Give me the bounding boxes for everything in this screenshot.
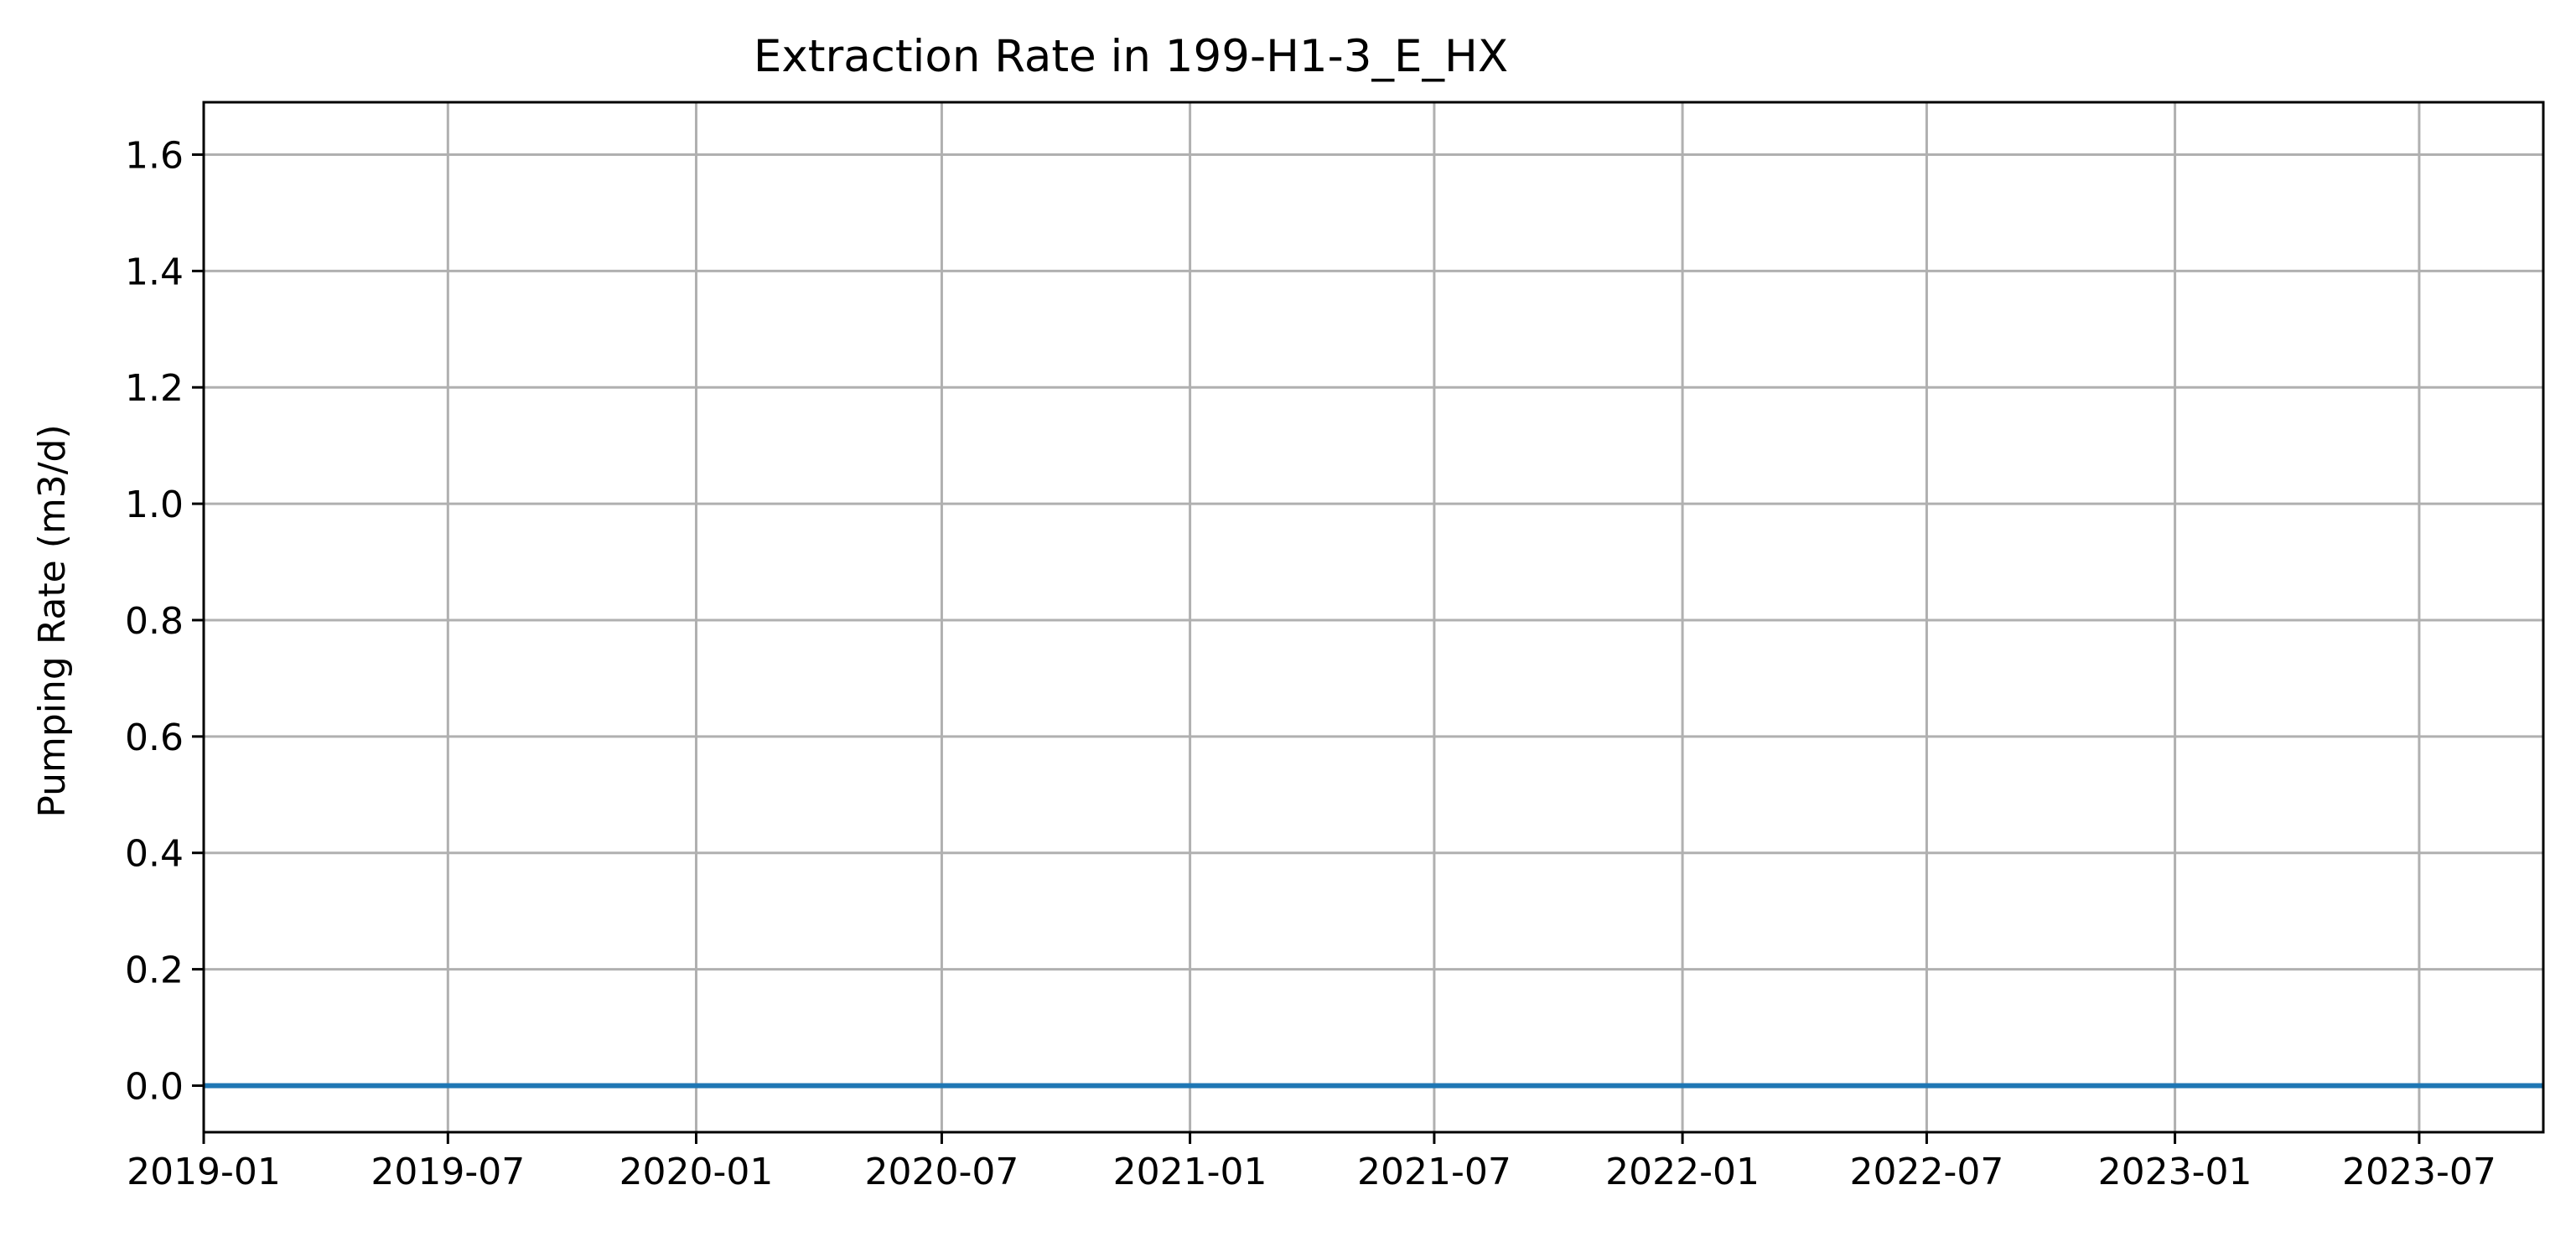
x-tick-label: 2023-01 bbox=[2098, 1151, 2252, 1193]
x-tick-label: 2021-07 bbox=[1357, 1151, 1511, 1193]
x-tick-label: 2019-01 bbox=[127, 1151, 281, 1193]
y-tick-label: 0.0 bbox=[125, 1065, 184, 1108]
x-tick-label: 2019-07 bbox=[371, 1151, 525, 1193]
y-tick-label: 1.4 bbox=[125, 251, 184, 293]
y-axis-title: Pumping Rate (m3/d) bbox=[31, 424, 74, 817]
x-tick-label: 2022-07 bbox=[1850, 1151, 2004, 1193]
x-tick-label: 2020-01 bbox=[619, 1151, 774, 1193]
x-tick-label: 2023-07 bbox=[2342, 1151, 2496, 1193]
y-tick-label: 0.8 bbox=[125, 600, 184, 643]
chart-title: Extraction Rate in 199-H1-3_E_HX bbox=[754, 31, 1508, 82]
y-tick-label: 1.2 bbox=[125, 367, 184, 410]
y-tick-label: 0.4 bbox=[125, 833, 184, 876]
ticks: 2019-01 2019-07 2020-01 2020-07 2021-01 2021-… bbox=[125, 134, 2496, 1193]
x-tick-label: 2020-07 bbox=[865, 1151, 1019, 1193]
x-tick-label: 2022-01 bbox=[1605, 1151, 1760, 1193]
x-tick-label: 2021-01 bbox=[1113, 1151, 1267, 1193]
y-tick-label: 0.6 bbox=[125, 717, 184, 759]
y-tick-label: 0.2 bbox=[125, 949, 184, 992]
y-tick-label: 1.6 bbox=[125, 134, 184, 177]
y-tick-label: 1.0 bbox=[125, 484, 184, 526]
axes-frame bbox=[202, 101, 2545, 1134]
